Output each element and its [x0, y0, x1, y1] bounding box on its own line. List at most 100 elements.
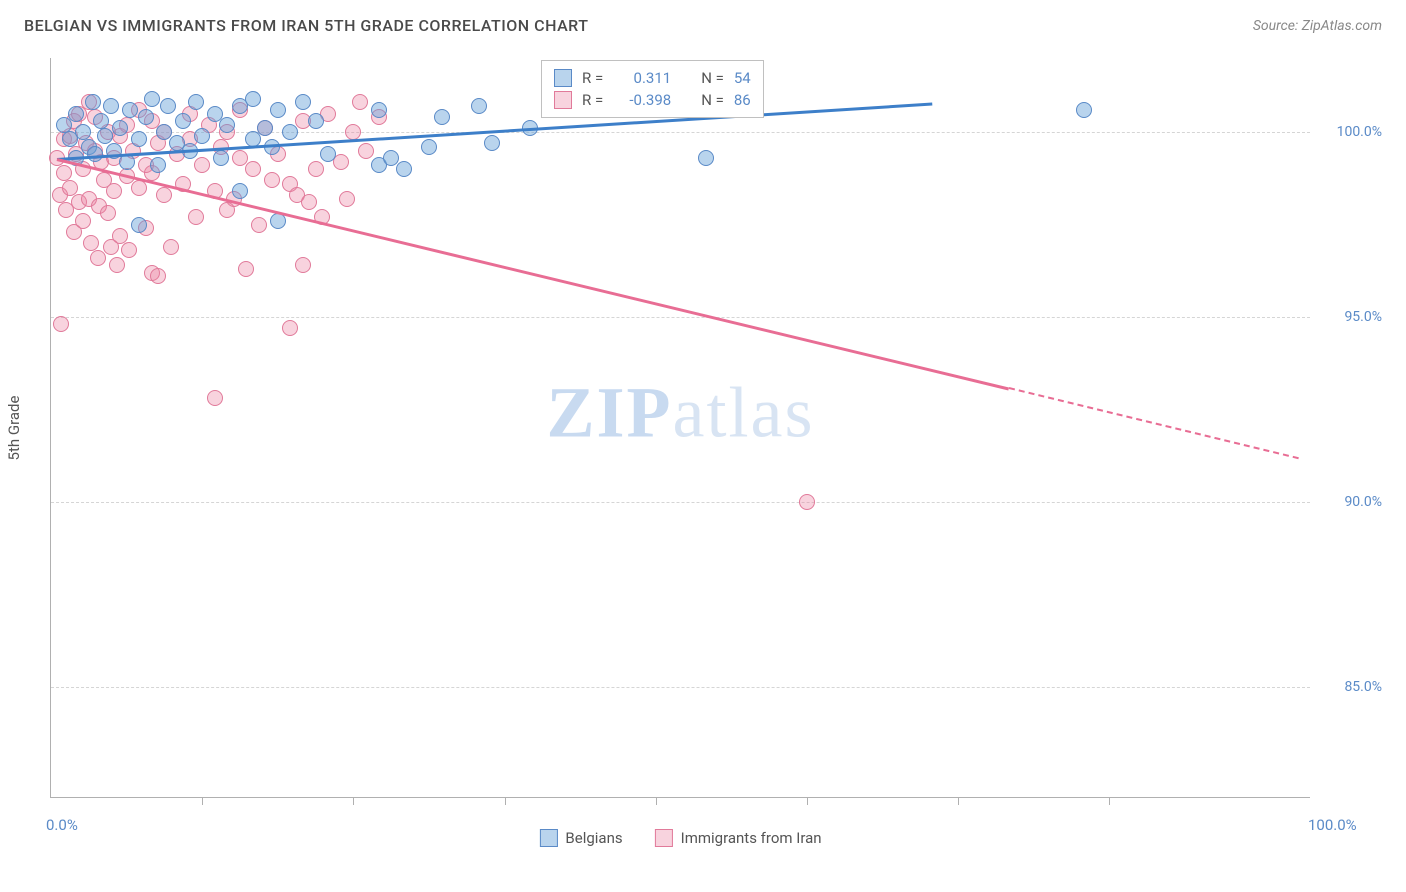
- data-point: [345, 124, 361, 140]
- data-point: [93, 113, 109, 129]
- data-point: [75, 213, 91, 229]
- data-point: [163, 239, 179, 255]
- data-point: [175, 113, 191, 129]
- data-point: [53, 316, 69, 332]
- bottom-legend-item: Immigrants from Iran: [655, 829, 822, 847]
- watermark: ZIPatlas: [547, 371, 815, 454]
- x-tick: [656, 797, 657, 805]
- data-point: [85, 94, 101, 110]
- data-point: [371, 102, 387, 118]
- data-point: [75, 124, 91, 140]
- data-point: [83, 235, 99, 251]
- data-point: [799, 494, 815, 510]
- data-point: [160, 98, 176, 114]
- data-point: [90, 250, 106, 266]
- n-label: N =: [701, 91, 724, 109]
- legend-swatch: [655, 829, 673, 847]
- y-axis-title: 5th Grade: [5, 396, 23, 461]
- data-point: [68, 106, 84, 122]
- data-point: [301, 194, 317, 210]
- data-point: [106, 183, 122, 199]
- x-tick: [807, 797, 808, 805]
- trend-line: [57, 158, 1009, 390]
- data-point: [219, 202, 235, 218]
- legend-swatch: [539, 829, 557, 847]
- data-point: [194, 128, 210, 144]
- data-point: [138, 109, 154, 125]
- data-point: [131, 217, 147, 233]
- stats-legend: R =0.311N =54R =-0.398N =86: [541, 60, 764, 118]
- data-point: [270, 102, 286, 118]
- watermark-light: atlas: [673, 372, 815, 452]
- x-tick: [958, 797, 959, 805]
- data-point: [62, 180, 78, 196]
- data-point: [150, 268, 166, 284]
- data-point: [112, 120, 128, 136]
- r-label: R =: [582, 91, 603, 109]
- data-point: [109, 257, 125, 273]
- chart-area: 5th Grade ZIPatlas 100.0%95.0%90.0%85.0%…: [50, 58, 1390, 798]
- data-point: [1076, 102, 1092, 118]
- grid-line: [51, 317, 1310, 318]
- data-point: [103, 239, 119, 255]
- data-point: [320, 146, 336, 162]
- y-tick-label: 100.0%: [1318, 124, 1382, 140]
- legend-row: R =-0.398N =86: [554, 89, 751, 111]
- data-point: [238, 261, 254, 277]
- r-value: 0.311: [613, 69, 671, 87]
- data-point: [396, 161, 412, 177]
- data-point: [295, 257, 311, 273]
- data-point: [245, 161, 261, 177]
- grid-line: [51, 132, 1310, 133]
- data-point: [339, 191, 355, 207]
- data-point: [156, 187, 172, 203]
- data-point: [144, 91, 160, 107]
- data-point: [232, 183, 248, 199]
- data-point: [352, 94, 368, 110]
- data-point: [251, 217, 267, 233]
- legend-swatch: [554, 91, 572, 109]
- n-label: N =: [701, 69, 724, 87]
- data-point: [698, 150, 714, 166]
- data-point: [282, 124, 298, 140]
- data-point: [56, 117, 72, 133]
- data-point: [56, 165, 72, 181]
- legend-swatch: [554, 69, 572, 87]
- y-tick-label: 95.0%: [1318, 309, 1382, 325]
- n-value: 54: [734, 69, 751, 87]
- data-point: [131, 131, 147, 147]
- x-max-label: 100.0%: [1308, 816, 1357, 834]
- data-point: [150, 157, 166, 173]
- data-point: [207, 390, 223, 406]
- bottom-legend-item: Belgians: [539, 829, 622, 847]
- data-point: [97, 128, 113, 144]
- r-label: R =: [582, 69, 603, 87]
- data-point: [308, 161, 324, 177]
- x-tick: [202, 797, 203, 805]
- y-tick-label: 90.0%: [1318, 494, 1382, 510]
- trend-line: [1008, 387, 1298, 459]
- legend-row: R = 0.311 N = 54: [554, 67, 751, 89]
- grid-line: [51, 687, 1310, 688]
- data-point: [257, 120, 273, 136]
- chart-title: BELGIAN VS IMMIGRANTS FROM IRAN 5TH GRAD…: [24, 16, 588, 35]
- data-point: [103, 98, 119, 114]
- y-tick-label: 85.0%: [1318, 679, 1382, 695]
- data-point: [308, 113, 324, 129]
- data-point: [188, 94, 204, 110]
- plot-box: ZIPatlas 100.0%95.0%90.0%85.0% R =0.311N…: [50, 58, 1310, 798]
- x-tick: [353, 797, 354, 805]
- header-bar: BELGIAN VS IMMIGRANTS FROM IRAN 5TH GRAD…: [0, 0, 1406, 43]
- data-point: [219, 117, 235, 133]
- watermark-bold: ZIP: [547, 372, 673, 452]
- chart-container: BELGIAN VS IMMIGRANTS FROM IRAN 5TH GRAD…: [0, 0, 1406, 892]
- source-label: Source: ZipAtlas.com: [1253, 18, 1382, 34]
- data-point: [100, 205, 116, 221]
- data-point: [358, 143, 374, 159]
- bottom-legend: Belgians Immigrants from Iran: [539, 829, 821, 847]
- data-point: [471, 98, 487, 114]
- legend-label: Immigrants from Iran: [681, 829, 822, 847]
- r-value: -0.398: [613, 91, 671, 109]
- data-point: [122, 102, 138, 118]
- data-point: [295, 94, 311, 110]
